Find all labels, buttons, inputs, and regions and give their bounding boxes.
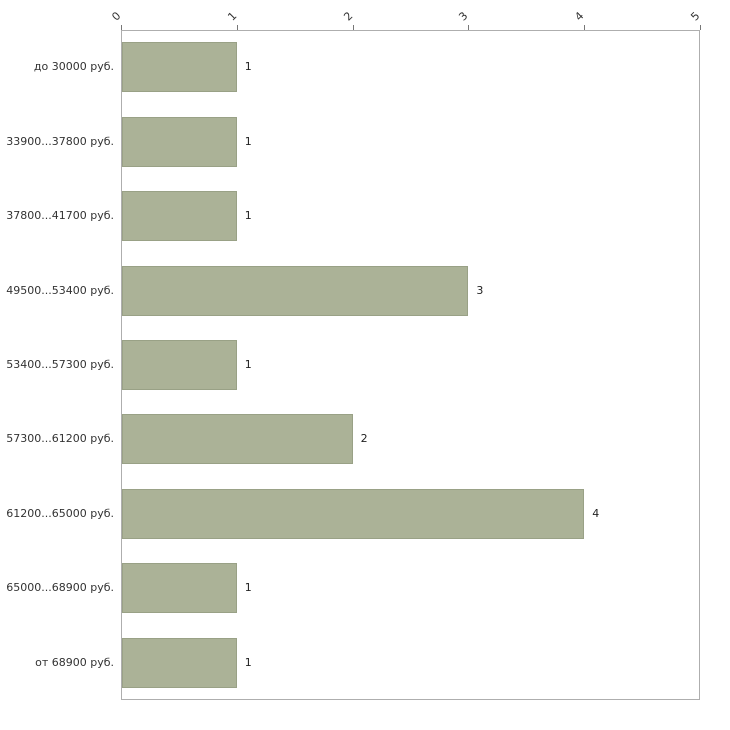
bar <box>122 563 237 614</box>
x-axis-tick-label: 3 <box>456 9 471 24</box>
bar <box>122 488 585 539</box>
y-axis-category-label: 61200...65000 руб. <box>6 506 114 520</box>
bar-value-label: 4 <box>592 506 600 520</box>
bar <box>122 340 237 390</box>
x-axis-tick <box>121 25 122 30</box>
x-axis-tick-label: 2 <box>340 9 356 24</box>
y-axis-category-label: до 30000 руб. <box>33 60 114 74</box>
y-axis-category-label: 37800...41700 руб. <box>6 209 114 223</box>
y-axis-category-label: 49500...53400 руб. <box>6 283 114 297</box>
x-axis-tick-label: 4 <box>572 9 587 24</box>
y-axis-category-label: 57300...61200 руб. <box>6 432 114 446</box>
x-axis-tick <box>700 25 701 30</box>
bar <box>122 116 237 167</box>
bar-value-label: 1 <box>244 581 252 595</box>
bar <box>122 191 237 242</box>
bar-value-label: 3 <box>476 283 484 297</box>
bar-value-label: 1 <box>244 358 252 371</box>
x-axis-tick-label: 1 <box>225 9 240 24</box>
y-axis-category-label: от 68900 руб. <box>35 655 114 669</box>
x-axis-tick-label: 5 <box>688 9 703 24</box>
x-axis-tick <box>584 25 586 30</box>
bar <box>122 265 469 316</box>
x-axis-tick-label: 0 <box>109 9 124 24</box>
x-axis-tick <box>352 25 354 30</box>
bar-value-label: 1 <box>244 655 252 669</box>
x-axis-tick <box>468 25 470 30</box>
bar-value-label: 1 <box>244 209 252 223</box>
bar <box>122 637 237 688</box>
y-axis-category-label: 53400...57300 руб. <box>6 358 114 371</box>
bar-value-label: 2 <box>360 432 368 446</box>
bar-value-label: 1 <box>244 60 252 74</box>
x-axis-tick <box>236 25 238 30</box>
y-axis-category-label: 65000...68900 руб. <box>6 581 114 595</box>
bar <box>122 42 237 93</box>
bar <box>122 414 353 465</box>
bar-value-label: 1 <box>244 134 252 148</box>
y-axis-category-label: 33900...37800 руб. <box>6 134 114 148</box>
